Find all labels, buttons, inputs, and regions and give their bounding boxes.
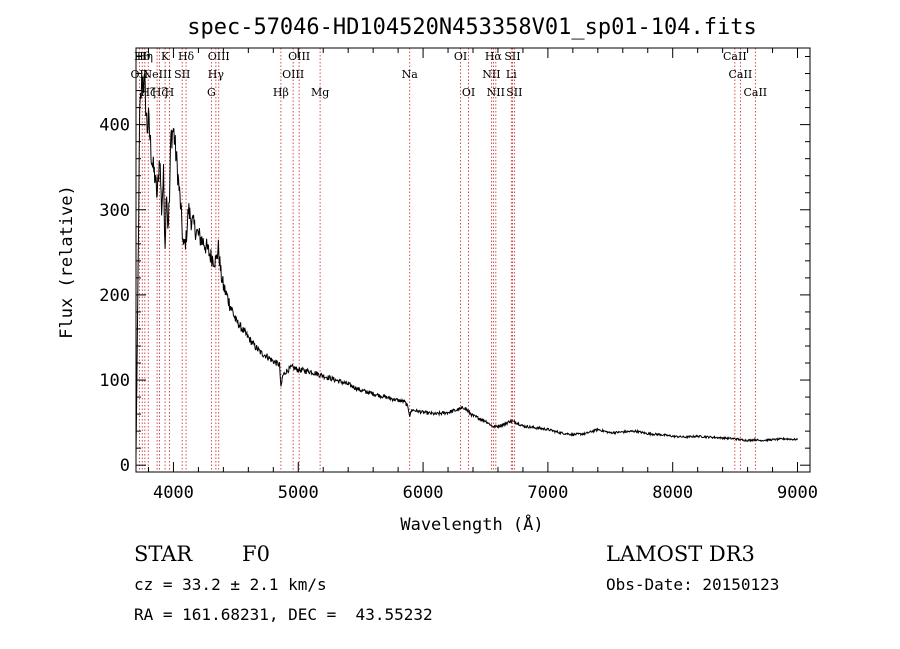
x-axis-label: Wavelength (Å) (400, 513, 543, 535)
spectrum-line (135, 73, 798, 457)
y-tick-label: 400 (99, 116, 130, 136)
spectral-line-label: Hη (137, 50, 153, 63)
x-tick-label: 5000 (278, 483, 319, 503)
spectral-line-label: OI (454, 50, 467, 63)
plot-frame (135, 47, 811, 473)
spectral-line-label: Hζ (140, 86, 156, 99)
y-tick-label: 100 (99, 371, 130, 391)
spectral-line-label: SII (174, 68, 190, 81)
x-tick-label: 4000 (153, 483, 194, 503)
redshift-cz: cz = 33.2 ± 2.1 km/s (134, 575, 327, 594)
spectral-line-markers (138, 48, 756, 472)
spectral-line-label: Hγ (208, 68, 225, 81)
spectral-line-labels: OIIHθHηHζNeIIIHζKHSIIHδGHγOIIIHβOIIIOIII… (131, 50, 768, 99)
object-class: STAR (134, 542, 193, 566)
x-tick-label: 6000 (403, 483, 444, 503)
spectral-line-label: OIII (288, 50, 310, 63)
spectral-line-label: CaII (723, 50, 747, 63)
spectral-line-label: H (165, 86, 175, 99)
spectral-line-label: SII (504, 50, 520, 63)
spectral-line-label: Na (402, 68, 419, 81)
y-tick-label: 0 (120, 456, 130, 476)
spectral-line-label: SII (506, 86, 522, 99)
spectral-line-label: NII (482, 68, 500, 81)
x-tick-label: 7000 (527, 483, 568, 503)
spectral-line-label: NII (487, 86, 505, 99)
spectral-line-label: Hδ (178, 50, 195, 63)
spectral-line-label: OI (462, 86, 475, 99)
x-tick-label: 8000 (652, 483, 693, 503)
x-axis-ticks: 4000 5000 6000 7000 8000 9000 (147, 48, 818, 503)
y-tick-label: 300 (99, 201, 130, 221)
spectral-line-label: G (207, 86, 216, 99)
spectral-line-label: K (161, 50, 170, 63)
spectral-line-label: Hβ (273, 86, 289, 99)
y-axis-ticks: 0 100 200 300 400 (99, 56, 810, 476)
spectral-line-label: Li (506, 68, 517, 81)
spectral-line-label: NeIII (143, 68, 172, 81)
coordinates: RA = 161.68231, DEC = 43.55232 (134, 605, 433, 624)
chart-title: spec-57046-HD104520N453358V01_sp01-104.f… (187, 15, 757, 40)
spectral-line-label: Hα (485, 50, 503, 63)
obs-date: Obs-Date: 20150123 (606, 575, 779, 594)
survey-name: LAMOST DR3 (606, 542, 755, 566)
spectral-line-label: CaII (729, 68, 753, 81)
y-tick-label: 200 (99, 286, 130, 306)
x-tick-label: 9000 (777, 483, 818, 503)
spectral-line-label: Mg (311, 86, 329, 99)
spectral-line-label: Hθ (134, 50, 151, 63)
object-subclass: F0 (242, 542, 270, 566)
y-axis-label: Flux (relative) (57, 185, 77, 339)
spectral-line-label: Hζ (152, 86, 168, 99)
spectral-line-label: OIII (282, 68, 304, 81)
spectral-line-label: OIII (208, 50, 230, 63)
spectral-line-label: CaII (743, 86, 767, 99)
